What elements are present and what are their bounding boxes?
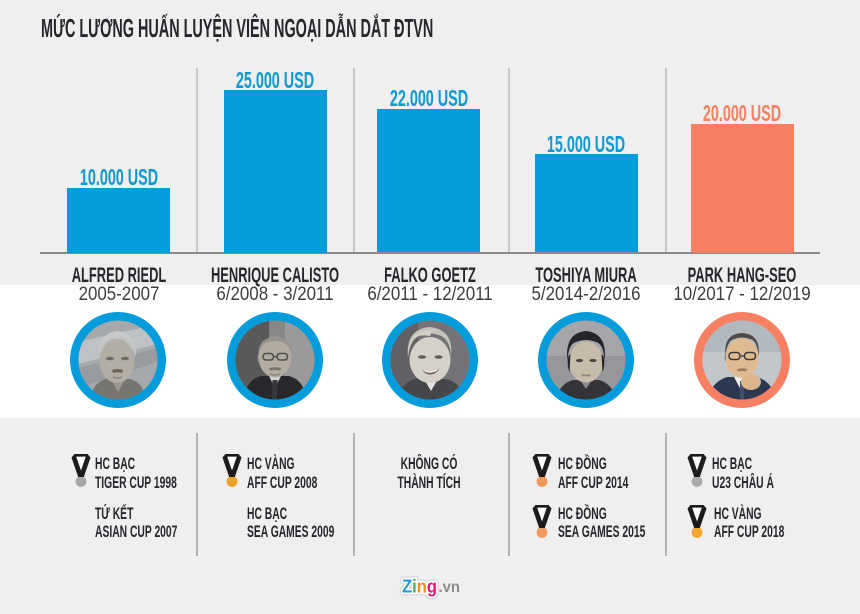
svg-text:Zing: Zing [402, 577, 437, 597]
svg-text:Zing: Zing [402, 577, 437, 597]
svg-text:Zing: Zing [402, 577, 437, 597]
svg-text:.vn: .vn [439, 579, 461, 596]
